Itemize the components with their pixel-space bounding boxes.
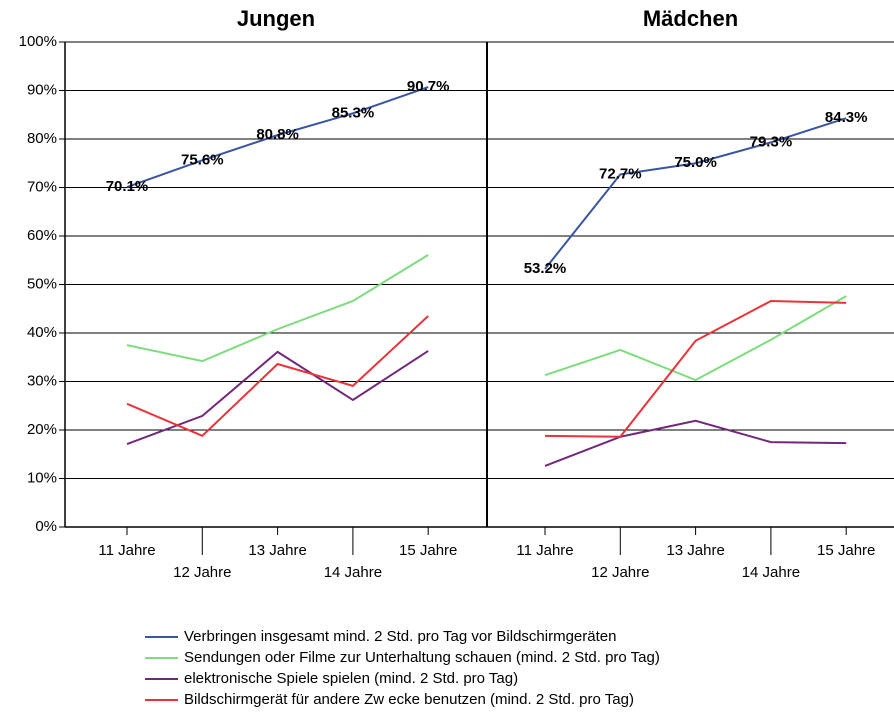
y-tick-label: 50% bbox=[27, 275, 57, 292]
value-label: 72.7% bbox=[599, 165, 642, 182]
value-label: 84.3% bbox=[825, 109, 868, 126]
series-line bbox=[126, 86, 429, 188]
series-line bbox=[544, 295, 847, 382]
panel-title: Mädchen bbox=[643, 6, 738, 31]
series-line bbox=[544, 299, 847, 438]
y-tick-label: 70% bbox=[27, 178, 57, 195]
value-label: 80.8% bbox=[256, 126, 299, 143]
value-label: 90.7% bbox=[407, 78, 450, 95]
legend-label: elektronische Spiele spielen (mind. 2 St… bbox=[184, 670, 518, 687]
x-tick-label: 14 Jahre bbox=[324, 564, 382, 581]
y-tick-label: 90% bbox=[27, 81, 57, 98]
legend-label: Bildschirmgerät für andere Zw ecke benut… bbox=[184, 691, 634, 708]
x-tick-label: 12 Jahre bbox=[173, 564, 231, 581]
value-label: 75.6% bbox=[181, 151, 224, 168]
x-tick-label: 12 Jahre bbox=[591, 564, 649, 581]
x-tick-label: 15 Jahre bbox=[817, 542, 875, 559]
value-label: 79.3% bbox=[750, 133, 793, 150]
panel-title: Jungen bbox=[237, 6, 315, 31]
y-tick-label: 0% bbox=[35, 518, 57, 535]
x-tick-label: 13 Jahre bbox=[666, 542, 724, 559]
y-tick-label: 20% bbox=[27, 421, 57, 438]
value-label: 75.0% bbox=[674, 154, 717, 171]
series-line bbox=[126, 315, 429, 437]
y-tick-label: 10% bbox=[27, 469, 57, 486]
y-tick-label: 40% bbox=[27, 324, 57, 341]
value-label: 53.2% bbox=[524, 260, 567, 277]
x-tick-label: 14 Jahre bbox=[742, 564, 800, 581]
y-tick-label: 80% bbox=[27, 130, 57, 147]
x-tick-label: 15 Jahre bbox=[399, 542, 457, 559]
legend-label: Verbringen insgesamt mind. 2 Std. pro Ta… bbox=[184, 628, 616, 645]
value-label: 70.1% bbox=[106, 178, 149, 195]
y-tick-label: 60% bbox=[27, 227, 57, 244]
y-tick-label: 100% bbox=[19, 33, 57, 50]
x-tick-label: 11 Jahre bbox=[98, 542, 155, 559]
legend-label: Sendungen oder Filme zur Unterhaltung sc… bbox=[184, 649, 660, 666]
y-tick-label: 30% bbox=[27, 372, 57, 389]
series-line bbox=[126, 254, 429, 363]
x-tick-label: 11 Jahre bbox=[516, 542, 573, 559]
series-line bbox=[544, 419, 847, 467]
x-tick-label: 13 Jahre bbox=[248, 542, 306, 559]
value-label: 85.3% bbox=[332, 104, 375, 121]
series-line bbox=[544, 117, 847, 270]
